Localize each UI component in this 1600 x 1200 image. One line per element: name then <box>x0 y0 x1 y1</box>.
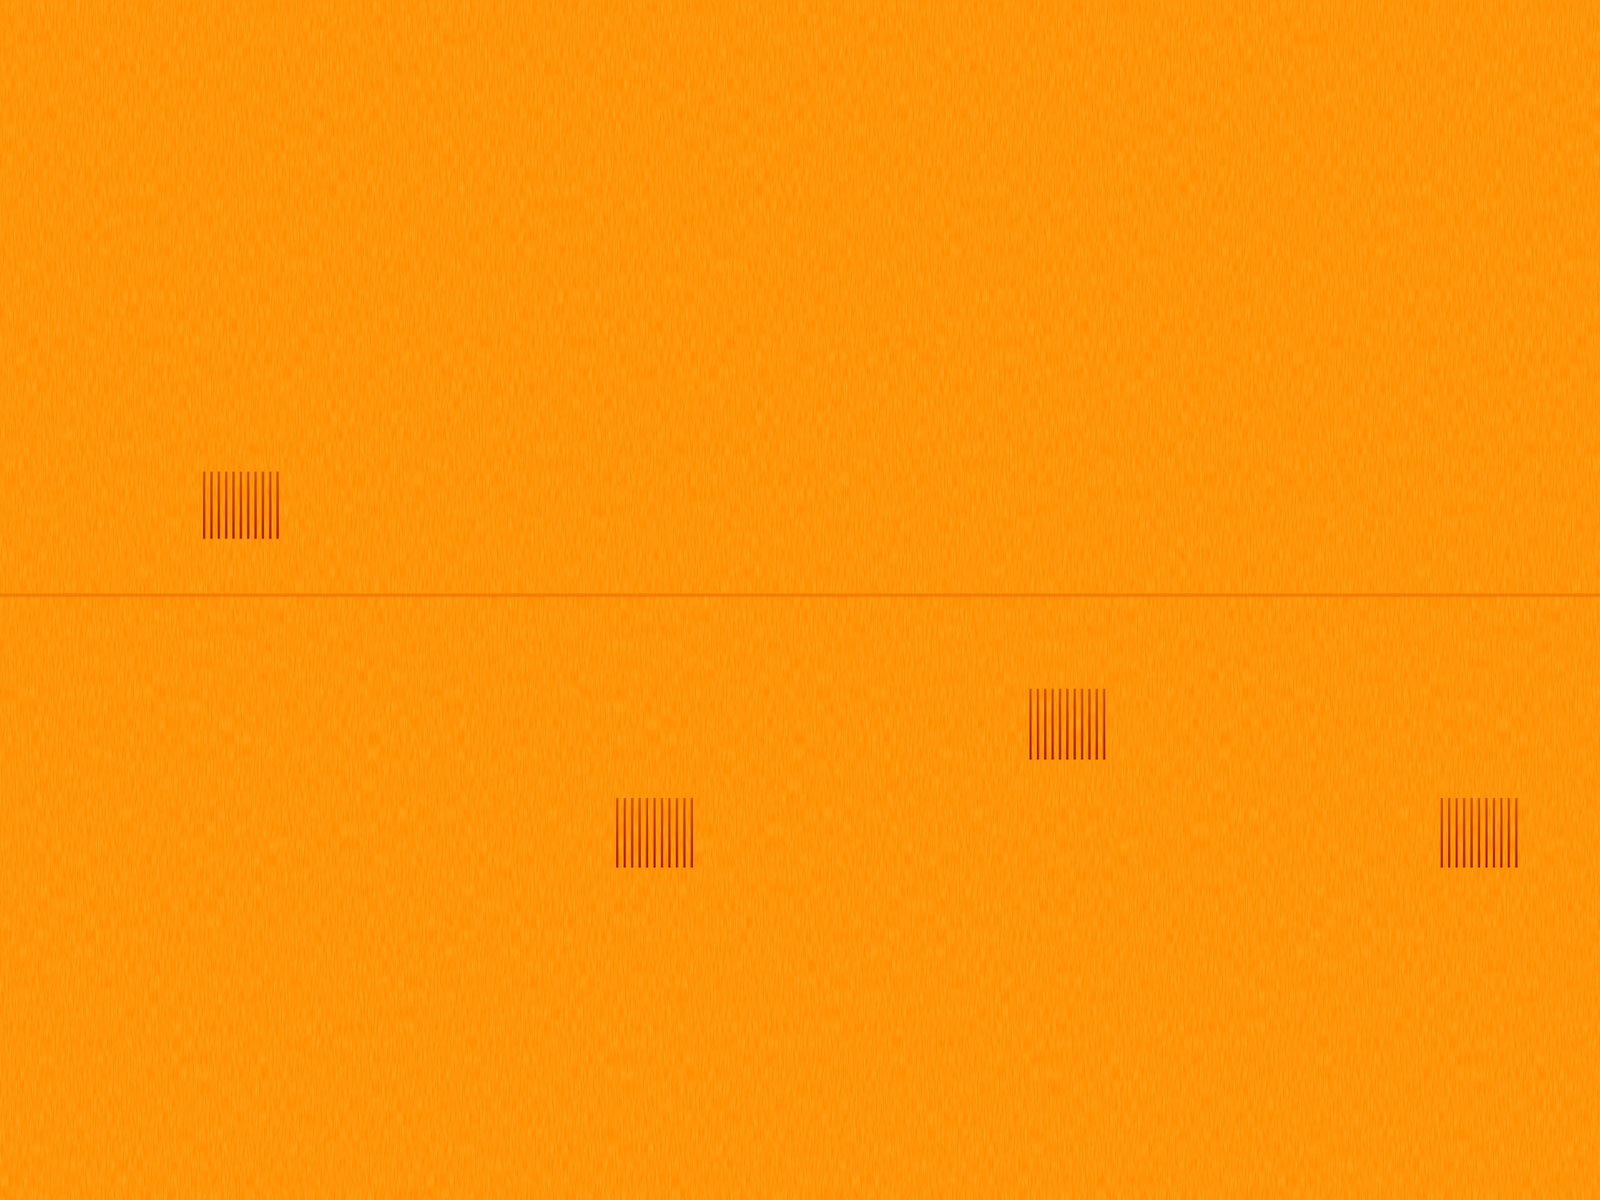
pulse <box>1470 798 1472 868</box>
pulse <box>1507 798 1510 868</box>
pulse <box>1044 689 1046 760</box>
tone-line <box>0 593 1600 598</box>
pulse <box>1051 689 1054 760</box>
pulse <box>682 798 685 868</box>
pulse <box>261 471 264 540</box>
burst <box>1440 798 1518 868</box>
pulse <box>1058 689 1061 760</box>
pulse <box>646 798 649 868</box>
pulse <box>239 471 242 540</box>
pulse <box>1448 798 1451 868</box>
pulse <box>1485 798 1488 868</box>
pulse <box>268 471 271 540</box>
plot-area <box>0 471 1600 868</box>
pulse <box>653 798 656 868</box>
pulse <box>217 471 220 540</box>
pulse <box>1462 798 1465 868</box>
burst <box>202 471 279 540</box>
pulse <box>668 798 671 868</box>
pulse <box>623 798 626 868</box>
pulse <box>1455 798 1458 868</box>
pulse <box>1102 689 1105 760</box>
pulse <box>254 471 256 540</box>
pulse <box>638 798 640 868</box>
pulse <box>202 471 205 540</box>
background <box>0 0 1600 1200</box>
pulse <box>630 798 633 868</box>
pulse <box>1080 689 1083 760</box>
pulse <box>1493 798 1495 868</box>
pulse <box>224 471 227 540</box>
burst <box>1029 689 1106 760</box>
pulse <box>1514 798 1517 868</box>
pulse <box>1478 798 1481 868</box>
pulse <box>246 471 249 540</box>
pulse <box>1500 798 1503 868</box>
noise <box>0 0 1600 1200</box>
pulse <box>691 798 694 868</box>
pulse <box>276 471 278 540</box>
pulse <box>675 798 678 868</box>
root <box>0 0 1600 1200</box>
burst <box>616 798 694 868</box>
pulse <box>1029 689 1032 760</box>
pulse <box>232 471 235 540</box>
pulse <box>210 471 213 540</box>
pulse <box>1088 689 1090 760</box>
pulse <box>1095 689 1098 760</box>
pulse <box>661 798 663 868</box>
pulse <box>1440 798 1443 868</box>
spectrogram <box>0 0 1600 1200</box>
pulse <box>616 798 619 868</box>
pulse <box>1066 689 1068 760</box>
pulse <box>1036 689 1039 760</box>
pulse <box>1073 689 1076 760</box>
